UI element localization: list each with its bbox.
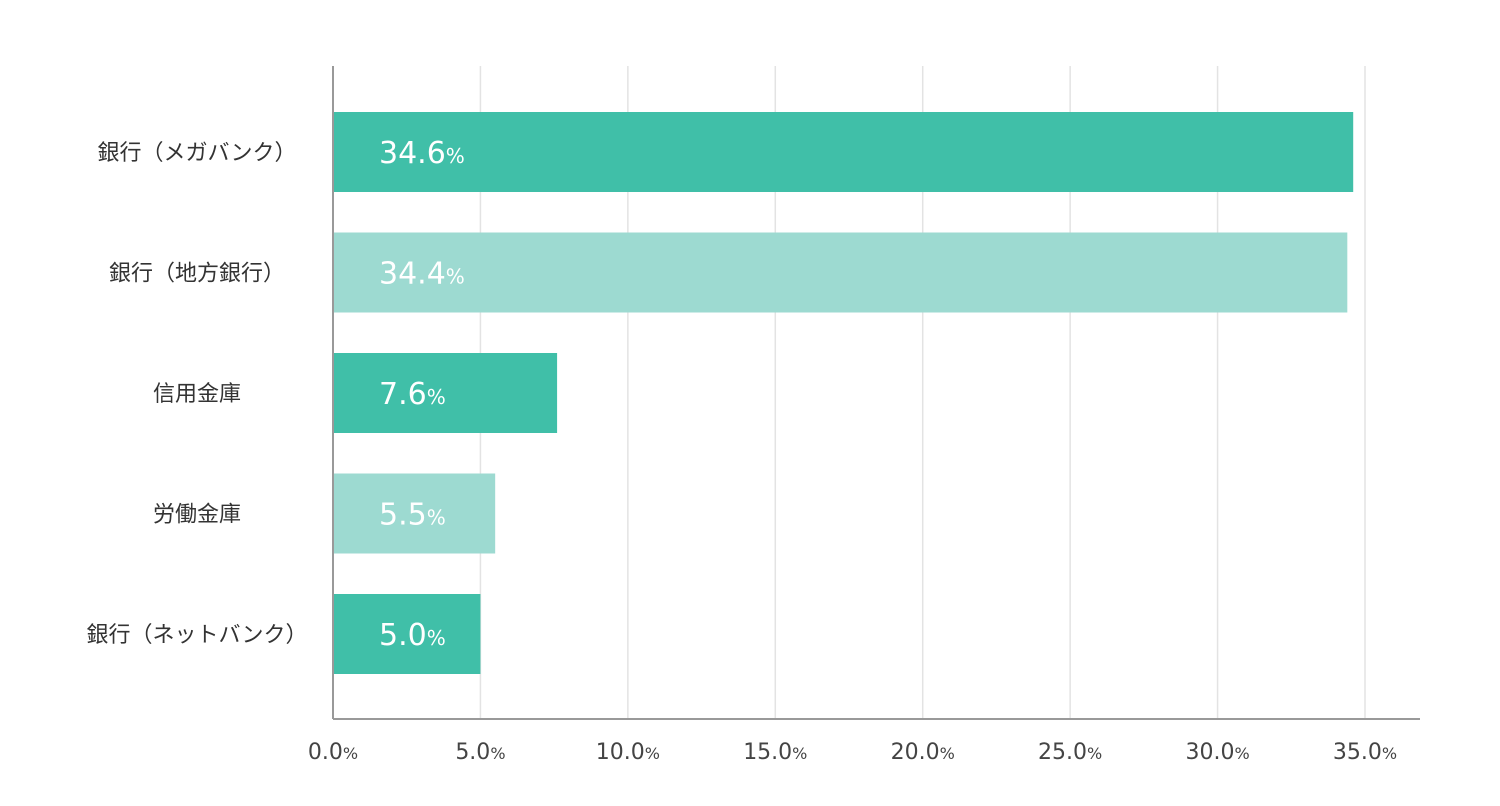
bar: [333, 353, 558, 433]
bar: [333, 594, 481, 674]
bar-value-label: 5.5%: [379, 498, 446, 533]
x-tick-labels: 0.0% 5.0% 10.0% 15.0% 20.0% 25.0% 30.0% 35.0%: [308, 740, 1397, 765]
bar: [333, 112, 1354, 192]
category-label: 銀行（地方銀行）: [109, 262, 285, 287]
x-tick-label: 0.0%: [308, 740, 358, 765]
category-label: 銀行（メガバンク）: [97, 141, 296, 166]
bar-value-label: 34.4%: [379, 257, 465, 292]
x-tick-label: 20.0%: [891, 740, 955, 765]
x-tick-label: 5.0%: [455, 740, 505, 765]
category-label: 銀行（ネットバンク）: [86, 623, 307, 648]
bar-value-label: 5.0%: [379, 618, 446, 653]
bar-value-label: 7.6%: [379, 377, 446, 412]
x-tick-label: 35.0%: [1333, 740, 1397, 765]
category-label: 労働金庫: [153, 503, 241, 528]
category-label: 信用金庫: [153, 382, 241, 407]
bar-value-labels: 34.6% 34.4% 7.6% 5.5% 5.0%: [379, 136, 465, 653]
x-tick-label: 25.0%: [1038, 740, 1102, 765]
x-tick-label: 15.0%: [743, 740, 807, 765]
bars: [333, 112, 1354, 674]
x-tick-label: 10.0%: [596, 740, 660, 765]
bar-value-label: 34.6%: [379, 136, 465, 171]
bar: [333, 232, 1348, 313]
bar: [333, 473, 496, 554]
x-tick-label: 30.0%: [1185, 740, 1249, 765]
